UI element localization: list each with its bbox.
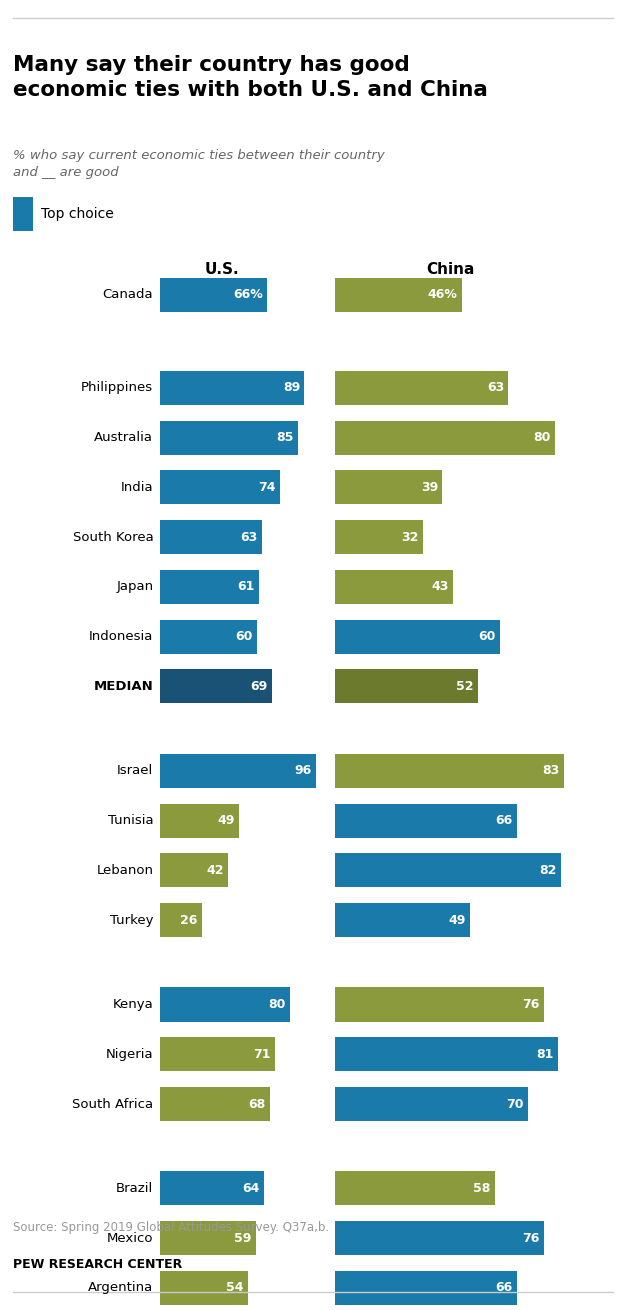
Text: 60: 60 [478, 630, 496, 643]
Text: 66%: 66% [233, 288, 263, 301]
Bar [335, 1087, 528, 1121]
Text: 59: 59 [234, 1231, 251, 1244]
Text: Source: Spring 2019 Global Attitudes Survey. Q37a,b.: Source: Spring 2019 Global Attitudes Sur… [13, 1221, 329, 1234]
Text: 46%: 46% [428, 288, 457, 301]
Bar [160, 570, 259, 604]
Text: 42: 42 [206, 863, 223, 876]
Text: 96: 96 [294, 764, 312, 777]
Text: China: China [426, 262, 475, 276]
Text: 83: 83 [542, 764, 559, 777]
Bar [335, 1221, 544, 1255]
Text: 70: 70 [506, 1098, 523, 1111]
Text: MEDIAN: MEDIAN [94, 680, 153, 693]
Text: 66: 66 [495, 1281, 512, 1294]
Bar [160, 470, 280, 504]
Bar [160, 620, 257, 654]
Bar [335, 903, 470, 937]
Text: 49: 49 [448, 913, 466, 926]
Bar [160, 520, 262, 554]
Bar [160, 1038, 275, 1072]
Bar [160, 853, 228, 887]
Text: 52: 52 [456, 680, 474, 693]
Text: Indonesia: Indonesia [89, 630, 153, 643]
Text: 49: 49 [218, 814, 235, 827]
Bar [335, 520, 423, 554]
Text: Kenya: Kenya [113, 998, 153, 1011]
Bar [160, 1271, 247, 1305]
Text: 60: 60 [235, 630, 253, 643]
Bar [335, 470, 443, 504]
Text: 89: 89 [283, 381, 300, 394]
Bar [335, 1038, 558, 1072]
Bar [160, 1171, 264, 1205]
Text: 66: 66 [495, 814, 512, 827]
Text: Tunisia: Tunisia [108, 814, 153, 827]
Text: 54: 54 [225, 1281, 243, 1294]
Bar [160, 278, 267, 312]
Text: Turkey: Turkey [110, 913, 153, 926]
Text: 69: 69 [250, 680, 267, 693]
Bar [335, 371, 508, 405]
Bar [335, 620, 500, 654]
Text: 81: 81 [536, 1048, 553, 1061]
Text: 85: 85 [276, 431, 294, 444]
Text: % who say current economic ties between their country
and __ are good: % who say current economic ties between … [13, 149, 384, 179]
Bar [160, 988, 290, 1022]
Bar [335, 803, 516, 837]
Text: U.S.: U.S. [205, 262, 240, 276]
Text: 82: 82 [539, 863, 557, 876]
Text: 80: 80 [268, 998, 285, 1011]
Bar [160, 1087, 270, 1121]
Bar [335, 570, 453, 604]
Bar [160, 903, 202, 937]
Text: India: India [121, 481, 153, 494]
Text: Brazil: Brazil [116, 1182, 153, 1195]
Text: 76: 76 [523, 998, 540, 1011]
Text: Japan: Japan [116, 580, 153, 593]
Bar [335, 988, 544, 1022]
Text: Israel: Israel [117, 764, 153, 777]
Bar [160, 803, 239, 837]
Text: Top choice: Top choice [41, 207, 113, 220]
Text: 39: 39 [421, 481, 438, 494]
Text: 71: 71 [254, 1048, 271, 1061]
Bar [160, 421, 298, 455]
Bar [160, 1221, 255, 1255]
Bar [335, 669, 478, 703]
Text: South Africa: South Africa [72, 1098, 153, 1111]
Text: 63: 63 [240, 531, 258, 544]
Bar [335, 853, 561, 887]
Text: 64: 64 [242, 1182, 259, 1195]
Text: 68: 68 [249, 1098, 266, 1111]
Text: Lebanon: Lebanon [96, 863, 153, 876]
Bar [335, 421, 555, 455]
Text: 43: 43 [431, 580, 449, 593]
Text: South Korea: South Korea [73, 531, 153, 544]
Bar [335, 1171, 495, 1205]
Text: 80: 80 [533, 431, 551, 444]
Text: 58: 58 [473, 1182, 490, 1195]
Text: 63: 63 [487, 381, 504, 394]
Bar [335, 278, 461, 312]
Bar [335, 753, 563, 787]
Text: Australia: Australia [95, 431, 153, 444]
Text: Philippines: Philippines [81, 381, 153, 394]
Text: 32: 32 [401, 531, 419, 544]
Text: Argentina: Argentina [88, 1281, 153, 1294]
Bar [335, 1271, 516, 1305]
Text: Many say their country has good
economic ties with both U.S. and China: Many say their country has good economic… [13, 55, 488, 100]
Bar [160, 753, 316, 787]
Text: Canada: Canada [103, 288, 153, 301]
Text: 61: 61 [237, 580, 255, 593]
Text: 26: 26 [180, 913, 198, 926]
Bar [13, 196, 33, 231]
Text: 74: 74 [258, 481, 275, 494]
Bar [160, 371, 304, 405]
Text: 76: 76 [523, 1231, 540, 1244]
Text: PEW RESEARCH CENTER: PEW RESEARCH CENTER [13, 1258, 182, 1271]
Text: Mexico: Mexico [107, 1231, 153, 1244]
Bar [160, 669, 272, 703]
Text: Nigeria: Nigeria [106, 1048, 153, 1061]
